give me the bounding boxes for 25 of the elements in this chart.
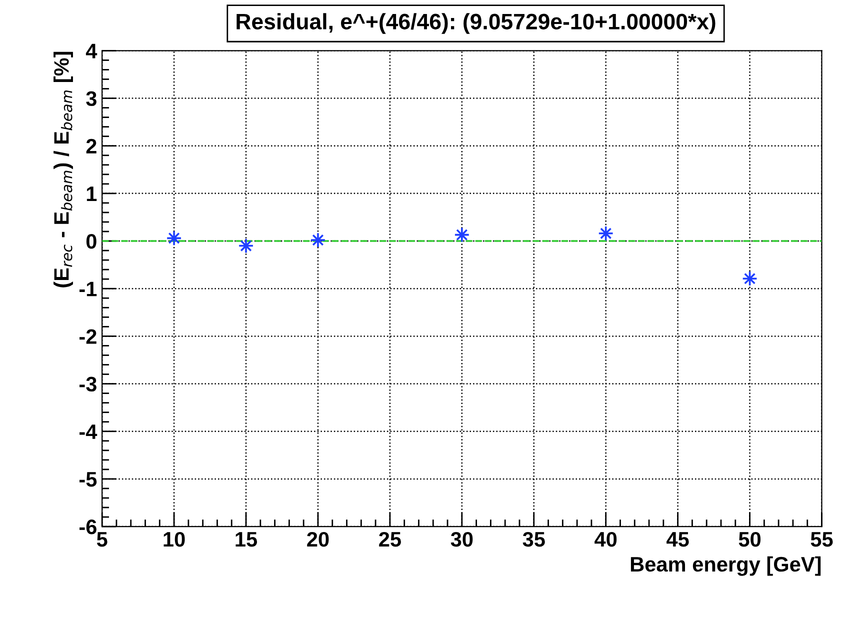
x-axis-title: Beam energy [GeV] bbox=[630, 556, 821, 576]
x-tick-label: 35 bbox=[522, 532, 545, 547]
x-tick-label: 20 bbox=[307, 532, 329, 547]
x-tick-label: 5 bbox=[96, 532, 108, 547]
chart-title: Residual, e^+(46/46): (9.05729e-10+1.00000*x) bbox=[236, 13, 716, 34]
y-tick-label: 0 bbox=[86, 234, 96, 249]
y-axis-title: (E$_{rec}$ - E$_{beam}$) / E$_{beam}$ [%] bbox=[54, 52, 73, 288]
x-tick-label: 45 bbox=[666, 532, 689, 547]
x-tick-label: 25 bbox=[379, 532, 401, 547]
y-tick-label: 1 bbox=[86, 186, 97, 201]
x-tick-label: 50 bbox=[738, 532, 761, 547]
y-tick-label: -3 bbox=[80, 376, 96, 392]
y-tick-label: 3 bbox=[86, 91, 96, 106]
x-tick-label: 40 bbox=[594, 532, 617, 547]
y-tick-label: -5 bbox=[80, 472, 97, 487]
x-tick-label: 30 bbox=[450, 532, 473, 547]
y-tick-label: 4 bbox=[86, 44, 98, 58]
x-tick-label: 15 bbox=[236, 532, 258, 547]
x-tick-label: 10 bbox=[164, 532, 185, 547]
y-tick-label: -6 bbox=[80, 520, 96, 534]
y-tick-label: -4 bbox=[80, 424, 98, 439]
y-tick-label: 2 bbox=[86, 138, 96, 154]
y-tick-label: -2 bbox=[80, 329, 96, 344]
x-tick-label: 55 bbox=[810, 532, 833, 547]
y-tick-label: -1 bbox=[80, 282, 97, 296]
